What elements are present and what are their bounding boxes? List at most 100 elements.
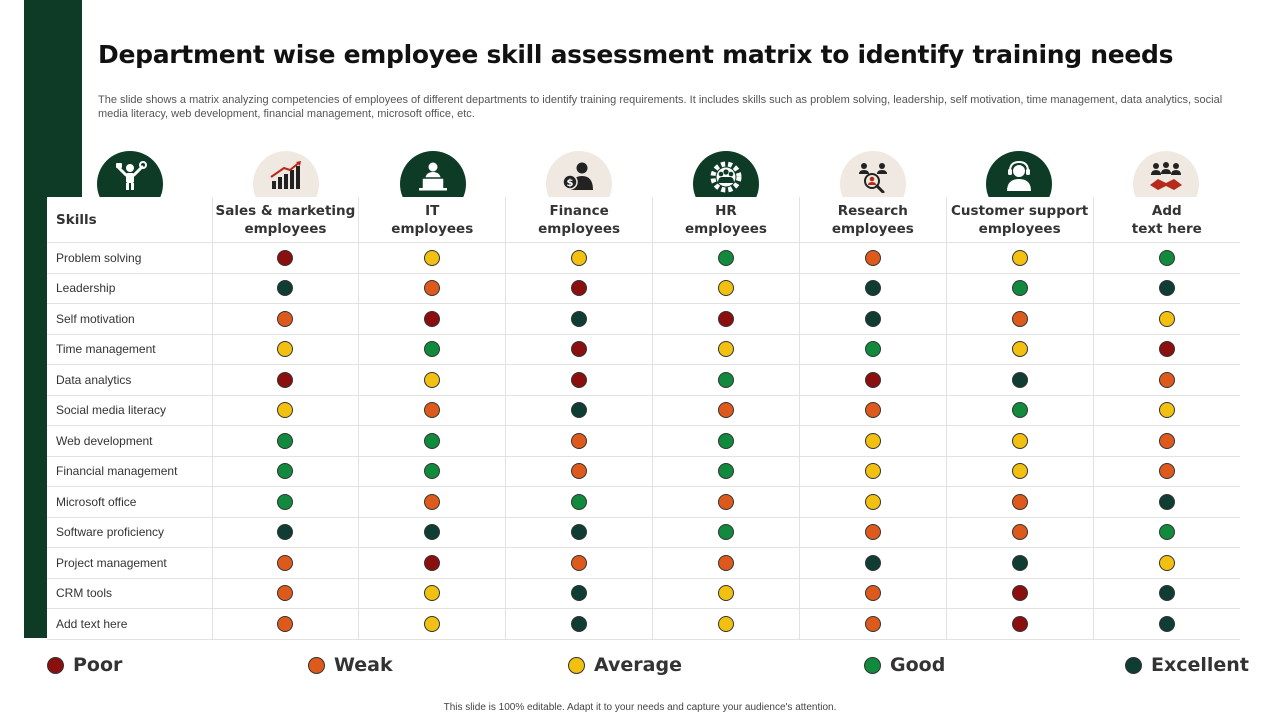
rating-cell bbox=[358, 364, 506, 396]
rating-dot-average bbox=[864, 432, 881, 449]
skill-name: Microsoft office bbox=[47, 486, 212, 518]
rating-dot-weak bbox=[424, 280, 441, 297]
rating-dot-good bbox=[571, 493, 588, 510]
rating-dot-weak bbox=[1158, 371, 1175, 388]
table-row: Software proficiency bbox=[47, 517, 1240, 548]
rating-dot-average bbox=[717, 280, 734, 297]
rating-cell bbox=[945, 486, 1094, 518]
rating-dot-good bbox=[1158, 524, 1175, 541]
rating-cell bbox=[652, 364, 800, 396]
rating-dot-poor bbox=[277, 371, 294, 388]
rating-cell bbox=[652, 395, 800, 426]
rating-dot-average bbox=[1158, 554, 1175, 571]
rating-dot-average bbox=[717, 585, 734, 602]
skill-name: CRM tools bbox=[47, 578, 212, 609]
rating-dot-excellent bbox=[1011, 554, 1028, 571]
skill-name: Data analytics bbox=[47, 364, 212, 396]
slide-title: Department wise employee skill assessmen… bbox=[98, 40, 1174, 69]
rating-cell bbox=[798, 303, 947, 335]
department-header: Customer support employees bbox=[945, 197, 1094, 243]
rating-cell bbox=[945, 273, 1094, 304]
rating-cell bbox=[211, 608, 359, 640]
rating-cell bbox=[358, 425, 506, 457]
rating-cell bbox=[798, 273, 947, 304]
rating-dot-weak bbox=[571, 463, 588, 480]
table-row: Web development bbox=[47, 425, 1240, 457]
legend-dot-excellent bbox=[1125, 656, 1142, 674]
rating-cell bbox=[945, 456, 1094, 487]
rating-cell bbox=[945, 425, 1094, 457]
rating-cell bbox=[652, 608, 800, 640]
rating-dot-average bbox=[424, 249, 441, 266]
rating-dot-average bbox=[424, 615, 441, 632]
rating-cell bbox=[652, 273, 800, 304]
rating-cell bbox=[358, 303, 506, 335]
table-row: Problem solving bbox=[47, 242, 1240, 274]
legend-label: Excellent bbox=[1151, 654, 1249, 676]
rating-dot-average bbox=[1011, 432, 1028, 449]
rating-dot-weak bbox=[717, 554, 734, 571]
legend-label: Average bbox=[594, 654, 682, 676]
rating-cell bbox=[211, 456, 359, 487]
table-row: Add text here bbox=[47, 608, 1240, 640]
rating-dot-good bbox=[1011, 402, 1028, 419]
rating-dot-good bbox=[424, 463, 441, 480]
rating-dot-average bbox=[1158, 402, 1175, 419]
rating-cell bbox=[798, 547, 947, 579]
department-header: IT employees bbox=[358, 197, 506, 243]
rating-cell bbox=[652, 303, 800, 335]
rating-cell bbox=[1092, 425, 1240, 457]
rating-cell bbox=[945, 395, 1094, 426]
table-row: Time management bbox=[47, 334, 1240, 365]
rating-dot-weak bbox=[864, 615, 881, 632]
rating-dot-weak bbox=[571, 554, 588, 571]
rating-cell bbox=[652, 578, 800, 609]
rating-cell bbox=[798, 242, 947, 274]
rating-cell bbox=[798, 395, 947, 426]
rating-dot-weak bbox=[1011, 310, 1028, 327]
rating-cell bbox=[211, 303, 359, 335]
slide-description: The slide shows a matrix analyzing compe… bbox=[98, 94, 1223, 120]
matrix-header-row: Skills Sales & marketing employees IT empl… bbox=[47, 197, 1240, 243]
rating-cell bbox=[211, 273, 359, 304]
rating-cell bbox=[945, 334, 1094, 365]
rating-cell bbox=[945, 242, 1094, 274]
rating-cell bbox=[1092, 364, 1240, 396]
rating-dot-good bbox=[424, 341, 441, 358]
rating-dot-excellent bbox=[1158, 615, 1175, 632]
table-row: Data analytics bbox=[47, 364, 1240, 396]
rating-cell bbox=[798, 334, 947, 365]
matrix-body: Problem solving Leadership Self motivation… bbox=[47, 242, 1240, 640]
rating-dot-good bbox=[717, 249, 734, 266]
rating-cell bbox=[1092, 395, 1240, 426]
rating-cell bbox=[505, 364, 653, 396]
rating-dot-poor bbox=[717, 310, 734, 327]
rating-dot-excellent bbox=[277, 280, 294, 297]
rating-dot-good bbox=[277, 432, 294, 449]
rating-cell bbox=[211, 578, 359, 609]
rating-cell bbox=[1092, 547, 1240, 579]
rating-dot-excellent bbox=[864, 310, 881, 327]
rating-cell bbox=[211, 425, 359, 457]
rating-dot-good bbox=[717, 524, 734, 541]
rating-dot-average bbox=[717, 341, 734, 358]
skill-name: Add text here bbox=[47, 608, 212, 640]
legend-label: Good bbox=[890, 654, 946, 676]
rating-cell bbox=[1092, 517, 1240, 548]
rating-cell bbox=[652, 456, 800, 487]
rating-dot-excellent bbox=[1158, 493, 1175, 510]
rating-cell bbox=[945, 578, 1094, 609]
rating-dot-weak bbox=[864, 585, 881, 602]
rating-cell bbox=[358, 517, 506, 548]
rating-dot-weak bbox=[571, 432, 588, 449]
rating-dot-poor bbox=[571, 341, 588, 358]
rating-dot-average bbox=[1158, 310, 1175, 327]
rating-cell bbox=[358, 547, 506, 579]
rating-dot-excellent bbox=[1158, 280, 1175, 297]
rating-dot-weak bbox=[1011, 524, 1028, 541]
rating-cell bbox=[505, 517, 653, 548]
rating-dot-good bbox=[717, 432, 734, 449]
department-icon-row: $ bbox=[0, 151, 1280, 217]
rating-cell bbox=[505, 273, 653, 304]
rating-cell bbox=[505, 578, 653, 609]
